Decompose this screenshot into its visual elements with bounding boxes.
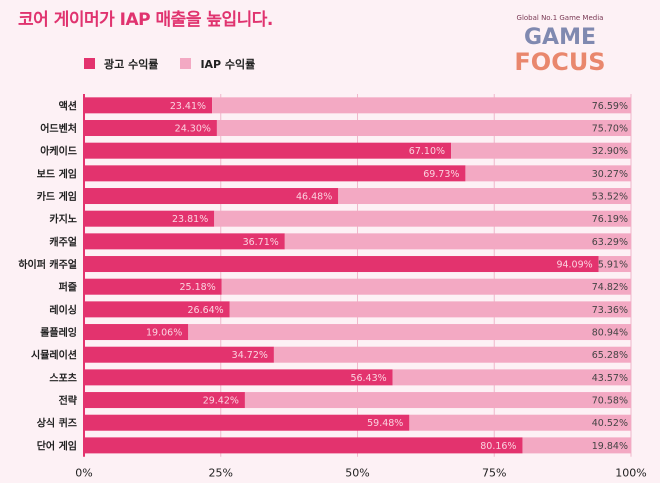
legend-label-ad: 광고 수익률 [104,58,159,71]
legend-swatch-ad [84,58,95,69]
bar-ad [84,97,213,114]
bar-ad [84,256,599,273]
data-label-ad: 29.42% [203,396,239,407]
data-label-ad: 23.81% [172,214,208,225]
data-label-ad: 26.64% [187,305,223,316]
bar-ad [84,392,245,409]
bar-iap [216,120,631,137]
data-label-iap: 70.58% [592,396,628,407]
category-label: 상식 퀴즈 [37,417,77,430]
bar-ad [84,369,393,386]
bar-iap [465,165,631,182]
category-label: 보드 게임 [37,167,77,180]
legend-item-ad: 광고 수익률 [84,56,158,72]
data-label-ad: 19.06% [146,328,182,339]
data-label-ad: 36.71% [243,237,279,248]
bar-iap [214,210,631,227]
bar-ad [84,188,339,205]
category-label: 단어 게임 [37,439,77,452]
category-label: 액션 [59,99,77,112]
watermark-tagline: Global No.1 Game Media [517,14,604,22]
data-label-iap: 65.28% [592,350,628,361]
bar-iap [212,97,631,114]
data-label-ad: 24.30% [175,124,211,135]
bar-iap [284,233,631,250]
data-label-ad: 56.43% [350,373,386,384]
category-label: 레이싱 [49,303,77,316]
data-label-ad: 69.73% [423,169,459,180]
bar-ad [84,324,189,341]
legend: 광고 수익률 IAP 수익률 [84,56,255,72]
bar-iap [188,324,632,341]
bar-ad [84,414,410,431]
data-label-iap: 30.27% [592,169,628,180]
bar-ad [84,120,217,137]
legend-item-iap: IAP 수익률 [180,56,255,72]
data-label-iap: 73.36% [592,305,628,316]
category-label: 캐주얼 [49,235,77,248]
category-label: 스포츠 [49,371,77,384]
bar-ad [84,278,222,295]
data-label-ad: 46.48% [296,192,332,203]
bar-iap [409,414,631,431]
bar-iap [273,346,631,363]
data-label-iap: 5.91% [598,260,628,271]
x-tick-label: 0% [75,467,92,480]
data-label-iap: 63.29% [592,237,628,248]
category-label: 퍼즐 [59,281,77,294]
category-label: 아케이드 [40,145,77,158]
x-tick-label: 100% [615,467,646,480]
page-title: 코어 게이머가 IAP 매출을 높입니다. [18,10,273,30]
category-label: 어드벤처 [40,122,77,135]
category-label: 카드 게임 [37,190,77,203]
bar-iap [522,437,631,454]
bar-ad [84,142,452,159]
bar-iap [338,188,631,205]
bar-iap [229,301,631,318]
data-label-ad: 94.09% [556,260,592,271]
data-label-iap: 76.19% [592,214,628,225]
x-tick-label: 25% [209,467,233,480]
data-label-ad: 34.72% [232,350,268,361]
category-label: 시뮬레이션 [31,349,77,362]
bar-ad [84,233,285,250]
data-label-ad: 67.10% [409,146,445,157]
data-label-iap: 76.59% [592,101,628,112]
legend-swatch-iap [180,58,192,69]
bar-ad [84,346,274,363]
bar-iap [392,369,631,386]
category-label: 롤플레잉 [40,326,77,339]
bar-ad [84,437,523,454]
category-label: 카지노 [49,213,77,226]
data-label-ad: 80.16% [480,441,516,452]
data-label-ad: 25.18% [180,282,216,293]
data-label-iap: 40.52% [592,418,628,429]
data-label-iap: 75.70% [592,124,628,135]
bar-ad [84,301,230,318]
bar-ad [84,210,215,227]
watermark-logo-game: GAME [524,25,596,50]
watermark-logo-focus: FOCUS [514,48,605,76]
data-label-ad: 59.48% [367,418,403,429]
data-label-iap: 80.94% [592,328,628,339]
data-label-iap: 53.52% [592,192,628,203]
data-label-iap: 43.57% [592,373,628,384]
bar-iap [221,278,631,295]
bar-ad [84,165,466,182]
category-label: 전략 [59,394,78,407]
data-label-iap: 74.82% [592,282,628,293]
bar-iap [451,142,631,159]
category-label: 하이퍼 캐주얼 [18,258,77,271]
data-label-iap: 19.84% [592,441,628,452]
x-tick-label: 75% [482,467,506,480]
data-label-ad: 23.41% [170,101,206,112]
data-label-iap: 32.90% [592,146,628,157]
x-tick-label: 50% [345,467,369,480]
bar-iap [244,392,631,409]
legend-label-iap: IAP 수익률 [200,58,256,71]
bar-iap [598,256,631,273]
